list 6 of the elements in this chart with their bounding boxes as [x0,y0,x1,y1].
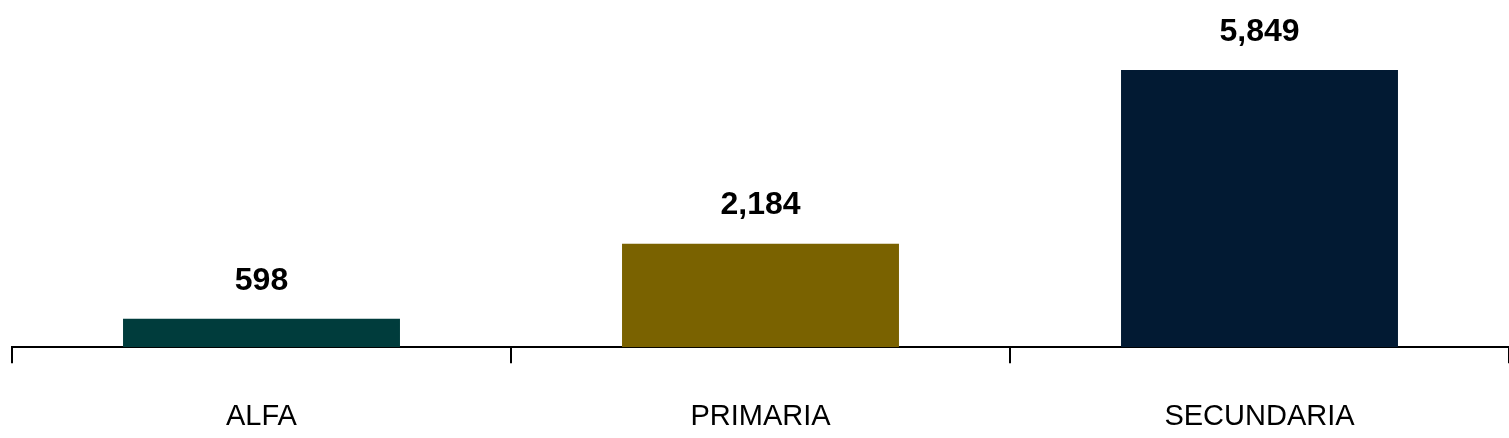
data-label: 598 [234,260,289,297]
data-label: 5,849 [1219,11,1300,48]
data-label: 2,184 [720,185,801,222]
x-tick-label: PRIMARIA [690,398,832,431]
x-tick-label: SECUNDARIA [1164,398,1356,431]
x-tick-label: ALFA [226,398,298,431]
